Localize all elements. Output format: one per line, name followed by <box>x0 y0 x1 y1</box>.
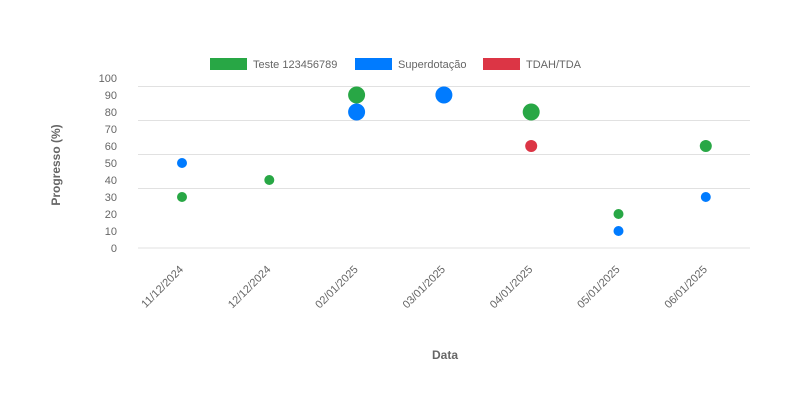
data-point <box>264 175 275 185</box>
x-axis-ticks: 11/12/2024 12/12/2024 02/01/2025 03/01/2025… <box>139 264 710 311</box>
legend: Teste 123456789 Superdotação TDAH/TDA <box>210 58 582 71</box>
legend-swatch <box>210 58 247 70</box>
x-tick-label: 03/01/2025 <box>401 264 448 311</box>
y-tick-label: 50 <box>105 158 117 170</box>
y-axis-title: Progresso (%) <box>49 124 63 205</box>
x-tick-label: 05/01/2025 <box>575 264 622 311</box>
data-point <box>613 209 624 219</box>
legend-label: Teste 123456789 <box>253 59 337 71</box>
x-tick-label: 02/01/2025 <box>313 264 360 311</box>
y-tick-label: 0 <box>111 243 117 255</box>
y-tick-label: 60 <box>105 141 117 153</box>
data-point <box>435 86 453 104</box>
x-tick-label: 12/12/2024 <box>226 264 273 311</box>
data-points <box>177 86 712 236</box>
y-tick-label: 20 <box>105 209 117 221</box>
data-point <box>522 103 540 121</box>
legend-swatch <box>483 58 520 70</box>
grid <box>138 86 750 249</box>
y-tick-label: 40 <box>105 175 117 187</box>
y-axis-ticks: 0 10 20 30 40 50 60 70 80 90 100 <box>99 73 117 255</box>
y-tick-label: 30 <box>105 192 117 204</box>
x-tick-label: 06/01/2025 <box>663 264 710 311</box>
data-point <box>700 192 711 202</box>
legend-swatch <box>355 58 392 70</box>
y-tick-label: 90 <box>105 90 117 102</box>
data-point <box>348 86 366 104</box>
data-point <box>699 140 712 152</box>
data-point <box>177 192 187 202</box>
y-tick-label: 80 <box>105 107 117 119</box>
y-tick-label: 70 <box>105 124 117 136</box>
legend-label: TDAH/TDA <box>526 59 582 71</box>
y-tick-label: 10 <box>105 226 117 238</box>
x-axis-title: Data <box>432 348 458 362</box>
data-point <box>525 140 538 152</box>
data-point <box>348 103 366 121</box>
x-tick-label: 04/01/2025 <box>488 264 535 311</box>
y-tick-label: 100 <box>99 73 117 85</box>
data-point <box>177 158 187 168</box>
legend-label: Superdotação <box>398 59 467 71</box>
data-point <box>613 226 624 236</box>
x-tick-label: 11/12/2024 <box>139 264 186 311</box>
